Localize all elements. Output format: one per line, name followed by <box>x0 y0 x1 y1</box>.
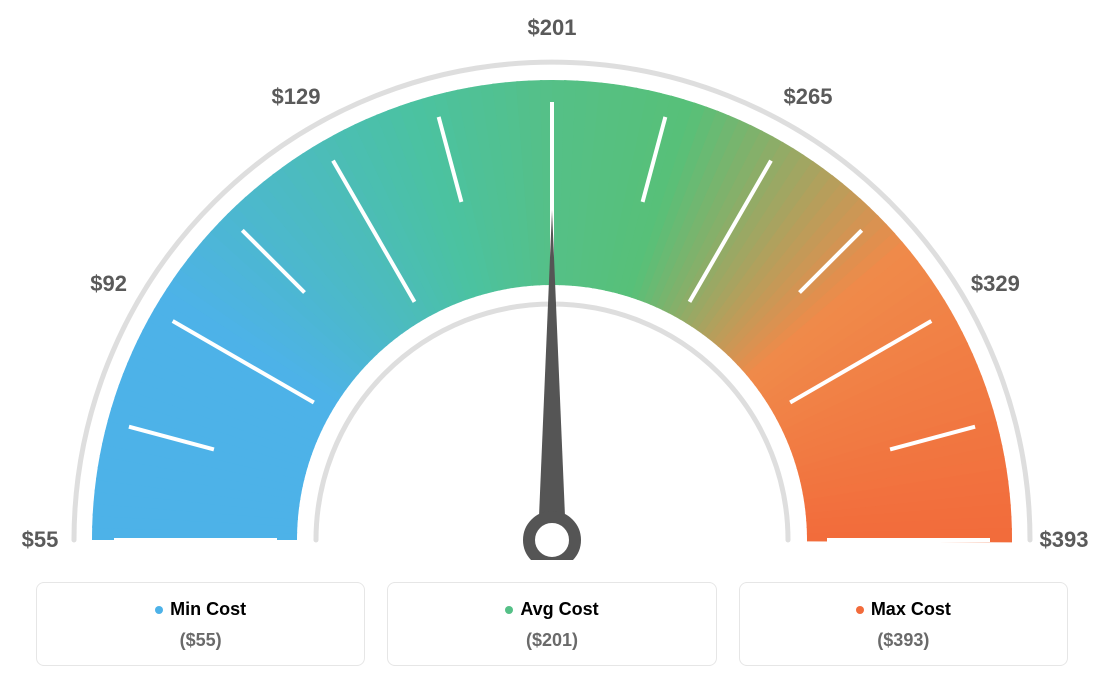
legend-avg-label: Avg Cost <box>520 599 598 619</box>
gauge-svg <box>0 0 1104 560</box>
legend-min-label: Min Cost <box>170 599 246 619</box>
legend-row: Min Cost ($55) Avg Cost ($201) Max Cost … <box>36 582 1068 666</box>
legend-max-title: Max Cost <box>750 599 1057 620</box>
legend-avg-dot <box>505 606 513 614</box>
gauge-chart: $55 $92 $129 $201 $265 $329 $393 <box>0 0 1104 560</box>
legend-max-label: Max Cost <box>871 599 951 619</box>
gauge-tick-label: $55 <box>22 527 59 553</box>
gauge-tick-label: $265 <box>784 84 833 110</box>
legend-avg-value: ($201) <box>398 630 705 651</box>
legend-avg-card: Avg Cost ($201) <box>387 582 716 666</box>
legend-min-dot <box>155 606 163 614</box>
legend-min-value: ($55) <box>47 630 354 651</box>
legend-avg-title: Avg Cost <box>398 599 705 620</box>
gauge-tick-label: $393 <box>1040 527 1089 553</box>
legend-min-title: Min Cost <box>47 599 354 620</box>
legend-min-card: Min Cost ($55) <box>36 582 365 666</box>
gauge-tick-label: $129 <box>272 84 321 110</box>
gauge-tick-label: $92 <box>90 271 127 297</box>
legend-max-card: Max Cost ($393) <box>739 582 1068 666</box>
gauge-tick-label: $201 <box>528 15 577 41</box>
legend-max-value: ($393) <box>750 630 1057 651</box>
gauge-tick-label: $329 <box>971 271 1020 297</box>
legend-max-dot <box>856 606 864 614</box>
